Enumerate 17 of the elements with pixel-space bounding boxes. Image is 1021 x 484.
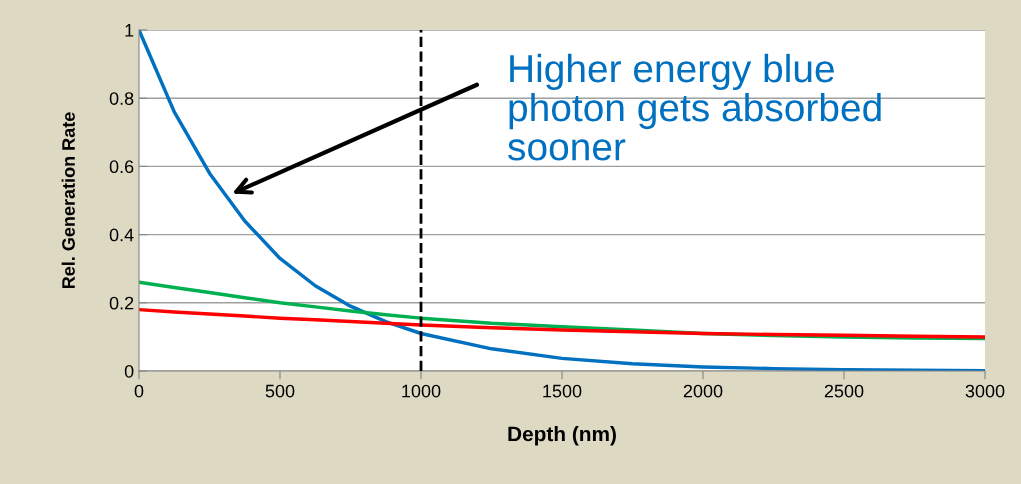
y-tick-label: 0.4 [109,228,134,242]
x-tick-label: 1000 [402,384,441,398]
x-tick-label: 3000 [965,384,1005,398]
y-tick-label: 0.6 [109,160,134,174]
annotation: Higher energy blue photon gets absorbed sooner [508,53,881,161]
line-series [139,307,985,339]
x-axis-title: Depth (nm) [508,426,616,446]
x-tick-label: 0 [134,384,144,398]
x-tick-label: 2500 [824,384,864,398]
x-tick-label: 2000 [683,384,723,398]
x-tick-label: 500 [265,384,295,398]
x-tick-label: 1500 [543,384,582,398]
y-tick-label: 0 [124,364,134,378]
y-tick-label: 0.2 [109,296,134,310]
y-tick-label: 0.8 [109,92,134,105]
y-tick-label: 1 [125,24,134,37]
y-axis-title: Rel. Generation Rate [61,112,75,289]
